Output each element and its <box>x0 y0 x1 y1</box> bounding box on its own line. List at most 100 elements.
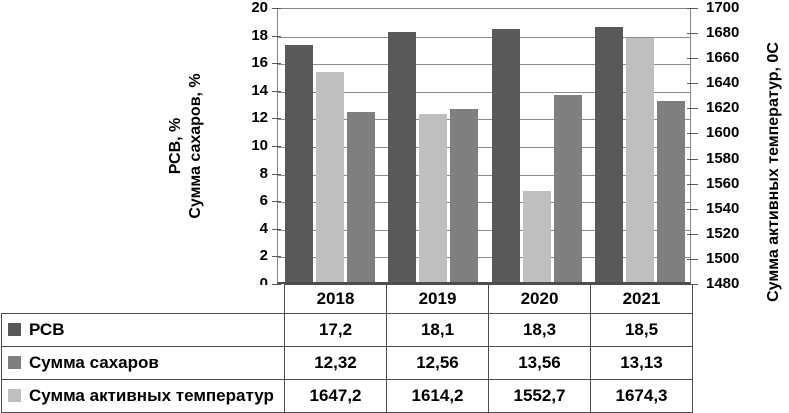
left-tick-mark <box>272 63 281 64</box>
year-header: 2019 <box>386 284 489 314</box>
left-tick-label: 2 <box>259 247 268 264</box>
table-value: 12,32 <box>284 346 387 380</box>
right-tick-mark <box>687 8 698 9</box>
left-tick-mark <box>272 146 281 147</box>
bar-rsv-2019 <box>388 32 416 282</box>
right-tick-label: 1560 <box>706 175 740 192</box>
bar-temp-2018 <box>316 72 344 282</box>
left-tick-mark <box>272 91 281 92</box>
table-value: 13,13 <box>590 346 693 380</box>
right-tick-label: 1580 <box>706 150 740 167</box>
right-tick-label: 1660 <box>706 49 740 66</box>
gridline <box>278 147 690 148</box>
year-header: 2021 <box>590 284 693 314</box>
right-tick-mark <box>687 83 698 84</box>
left-tick-label: 14 <box>251 82 268 99</box>
left-tick-label: 10 <box>251 137 268 154</box>
bar-sugar-2021 <box>657 101 685 282</box>
left-tick-mark <box>272 229 281 230</box>
right-tick-label: 1640 <box>706 74 740 91</box>
legend-label: РСВ <box>29 320 65 339</box>
left-axis-title-line1: РСВ, % <box>167 117 184 175</box>
year-header: 2018 <box>284 284 387 314</box>
left-tick-label: 8 <box>259 165 268 182</box>
left-tick-label: 6 <box>259 192 268 209</box>
table-value: 17,2 <box>284 313 387 347</box>
right-tick-mark <box>687 284 698 285</box>
table-row: Сумма сахаров 12,32 12,56 13,56 13,13 <box>1 346 693 380</box>
gridline <box>278 230 690 231</box>
right-tick-label: 1520 <box>706 225 740 242</box>
year-header: 2020 <box>488 284 591 314</box>
table-value: 1647,2 <box>284 379 387 413</box>
right-tick-mark <box>687 33 698 34</box>
table-corner-blank <box>1 284 285 314</box>
gridline <box>278 202 690 203</box>
bar-temp-2019 <box>419 114 447 282</box>
right-tick-mark <box>687 259 698 260</box>
right-tick-label: 1700 <box>706 0 740 16</box>
right-tick-label: 1480 <box>706 275 740 292</box>
gridline <box>278 257 690 258</box>
table-row: РСВ 17,2 18,1 18,3 18,5 <box>1 313 693 347</box>
gridline <box>278 37 690 38</box>
right-tick-mark <box>687 234 698 235</box>
table-value: 18,3 <box>488 313 591 347</box>
right-tick-mark <box>687 159 698 160</box>
legend-swatch-light <box>8 389 21 402</box>
table-value: 1552,7 <box>488 379 591 413</box>
legend-cell-sugars: Сумма сахаров <box>1 346 285 380</box>
table-row: Сумма активных температур 1647,2 1614,2 … <box>1 379 693 413</box>
gridline <box>278 119 690 120</box>
left-tick-mark <box>272 118 281 119</box>
left-tick-mark <box>272 36 281 37</box>
right-tick-label: 1600 <box>706 124 740 141</box>
left-tick-mark <box>272 8 281 9</box>
left-axis-title-line2: Сумма сахаров, % <box>187 73 204 219</box>
bar-sugar-2018 <box>347 112 375 282</box>
table-value: 1614,2 <box>386 379 489 413</box>
right-tick-label: 1500 <box>706 250 740 267</box>
legend-label: Сумма сахаров <box>29 353 159 372</box>
left-axis-title: РСВ, % Сумма сахаров, % <box>166 73 206 218</box>
table-value: 13,56 <box>488 346 591 380</box>
left-tick-label: 18 <box>251 27 268 44</box>
legend-cell-rsv: РСВ <box>1 313 285 347</box>
right-axis-title: Сумма активных температур, 0С <box>765 42 782 302</box>
left-tick-label: 16 <box>251 54 268 71</box>
bar-rsv-2020 <box>492 29 520 282</box>
right-tick-mark <box>687 209 698 210</box>
left-tick-mark <box>272 174 281 175</box>
table-value: 12,56 <box>386 346 489 380</box>
legend-swatch-dark <box>8 323 21 336</box>
bar-sugar-2019 <box>450 109 478 282</box>
left-tick-label: 12 <box>251 109 268 126</box>
legend-label: Сумма активных температур <box>29 386 274 405</box>
gridline <box>278 92 690 93</box>
right-tick-mark <box>687 58 698 59</box>
bar-rsv-2018 <box>285 45 313 282</box>
table-value: 18,5 <box>590 313 693 347</box>
right-tick-mark <box>687 184 698 185</box>
plot-area <box>277 8 691 284</box>
right-tick-label: 1680 <box>706 24 740 41</box>
gridline <box>278 64 690 65</box>
bar-rsv-2021 <box>595 27 623 282</box>
table-value: 1674,3 <box>590 379 693 413</box>
legend-cell-temperatures: Сумма активных температур <box>1 379 285 413</box>
left-tick-label: 20 <box>251 0 268 16</box>
bar-sugar-2020 <box>554 95 582 282</box>
left-tick-label: 4 <box>259 220 268 237</box>
table-header-row: 2018 2019 2020 2021 <box>1 284 693 314</box>
table-value: 18,1 <box>386 313 489 347</box>
right-tick-label: 1620 <box>706 99 740 116</box>
left-tick-mark <box>272 256 281 257</box>
legend-swatch-medium <box>8 356 21 369</box>
bar-temp-2020 <box>523 191 551 282</box>
left-tick-label: 0 <box>259 275 268 292</box>
right-tick-mark <box>687 108 698 109</box>
bar-temp-2021 <box>626 38 654 282</box>
data-table: 2018 2019 2020 2021 РСВ 17,2 18,1 18,3 1… <box>1 284 693 413</box>
gridline <box>278 175 690 176</box>
